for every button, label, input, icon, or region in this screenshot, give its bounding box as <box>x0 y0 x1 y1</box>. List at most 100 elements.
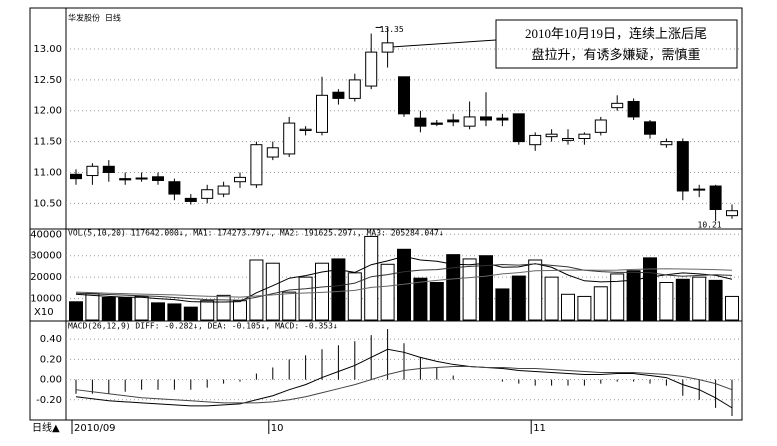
volume-bar <box>167 303 182 321</box>
volume-bar <box>216 294 231 321</box>
volume-bar <box>675 278 690 321</box>
y-tick-label: 0.20 <box>40 354 62 365</box>
candle-body <box>480 116 492 121</box>
candle-body <box>627 100 640 118</box>
y-tick-label: 10.50 <box>33 198 62 209</box>
candle-body <box>119 178 132 181</box>
candle-body <box>529 134 542 146</box>
y-tick-label: 0.00 <box>40 375 62 386</box>
candle-body <box>398 76 410 115</box>
candle-body <box>496 117 509 121</box>
candle-body <box>562 138 574 141</box>
volume-bar <box>479 255 493 321</box>
candle-body <box>70 173 82 180</box>
x-tick-label: 11 <box>533 423 546 434</box>
annotation-box <box>495 19 738 69</box>
volume-bar <box>593 286 608 321</box>
ma-line <box>75 263 733 301</box>
candle-body <box>201 189 214 199</box>
volume-bar <box>298 276 313 321</box>
volume-bar <box>134 295 149 321</box>
unit-label: X10 <box>34 307 54 318</box>
candle-body <box>168 181 181 195</box>
candle-body <box>644 121 656 135</box>
high-label: 13.35 <box>380 25 404 34</box>
candle-body <box>381 42 394 53</box>
macd-line <box>75 365 733 404</box>
frame <box>29 7 743 421</box>
volume-bar <box>708 279 723 321</box>
candle-body <box>299 128 312 131</box>
ma-line <box>75 268 733 298</box>
candle-body <box>693 188 706 191</box>
volume-bar <box>429 282 444 321</box>
macd-line <box>75 348 733 409</box>
volume-bar <box>233 300 247 321</box>
volume-bar <box>528 259 543 321</box>
volume-bar <box>692 276 707 321</box>
volume-bar <box>69 301 83 321</box>
panel-title: VOL(5,10,20) 117642.000↓, MA1: 174273.79… <box>68 229 444 238</box>
y-tick-label: 11.50 <box>33 137 62 148</box>
volume-bar <box>347 272 362 321</box>
y-tick-label: 13.00 <box>33 44 62 55</box>
y-tick-label: 11.00 <box>33 167 62 178</box>
low-label: 10.21 <box>698 221 722 230</box>
y-tick-label: -0.20 <box>36 395 62 406</box>
candle-body <box>676 141 689 192</box>
annotation: 2010年10月19日，连续上涨后尾 <box>525 26 707 41</box>
candle-body <box>234 176 246 183</box>
volume-bar <box>495 288 510 321</box>
candle-body <box>217 185 230 195</box>
volume-bar <box>511 275 526 321</box>
y-tick-label: 12.50 <box>33 75 62 86</box>
volume-bar <box>101 297 116 321</box>
volume-bar <box>462 258 477 321</box>
volume-bar <box>265 262 280 321</box>
volume-bar <box>85 292 100 321</box>
candle-body <box>430 122 443 125</box>
candle-body <box>660 141 673 146</box>
volume-bar <box>544 276 559 321</box>
period-label: 日线▲ <box>32 421 60 434</box>
candle-body <box>447 119 460 123</box>
volume-bar <box>151 302 165 321</box>
candle-body <box>545 133 558 138</box>
candle-body <box>578 133 591 140</box>
chart-title: 华发股份 日线 <box>68 13 121 23</box>
candle-body <box>463 116 476 127</box>
volume-bar <box>380 263 395 321</box>
candle-body <box>365 51 378 87</box>
candle-body <box>266 147 279 158</box>
leader <box>393 39 497 48</box>
candle-body <box>102 165 115 173</box>
y-tick-label: 12.00 <box>33 106 62 117</box>
volume-bar <box>446 254 461 321</box>
volume-bar <box>610 273 625 321</box>
candle-body <box>611 102 624 109</box>
candle-body <box>152 176 164 181</box>
volume-bar <box>331 258 346 321</box>
y-tick-label: 40000 <box>30 229 62 240</box>
candle-body <box>283 122 296 155</box>
y-tick-label: 30000 <box>30 251 62 262</box>
x-tick-label: 10 <box>271 423 284 434</box>
volume-bar <box>577 295 592 321</box>
candle-body <box>512 113 525 143</box>
volume-bar <box>659 282 674 321</box>
candle-body <box>184 197 197 202</box>
volume-bar <box>626 270 641 321</box>
candle-body <box>135 177 148 180</box>
volume-bar <box>413 277 428 321</box>
candle-body <box>250 144 263 186</box>
ma-line <box>75 255 733 303</box>
volume-bar <box>282 291 297 321</box>
candle-body <box>86 165 99 177</box>
volume-bar <box>249 259 264 321</box>
volume-bar <box>200 300 215 321</box>
candle-body <box>594 119 607 133</box>
volume-bar <box>561 293 575 321</box>
y-tick-label: 10000 <box>30 294 62 305</box>
